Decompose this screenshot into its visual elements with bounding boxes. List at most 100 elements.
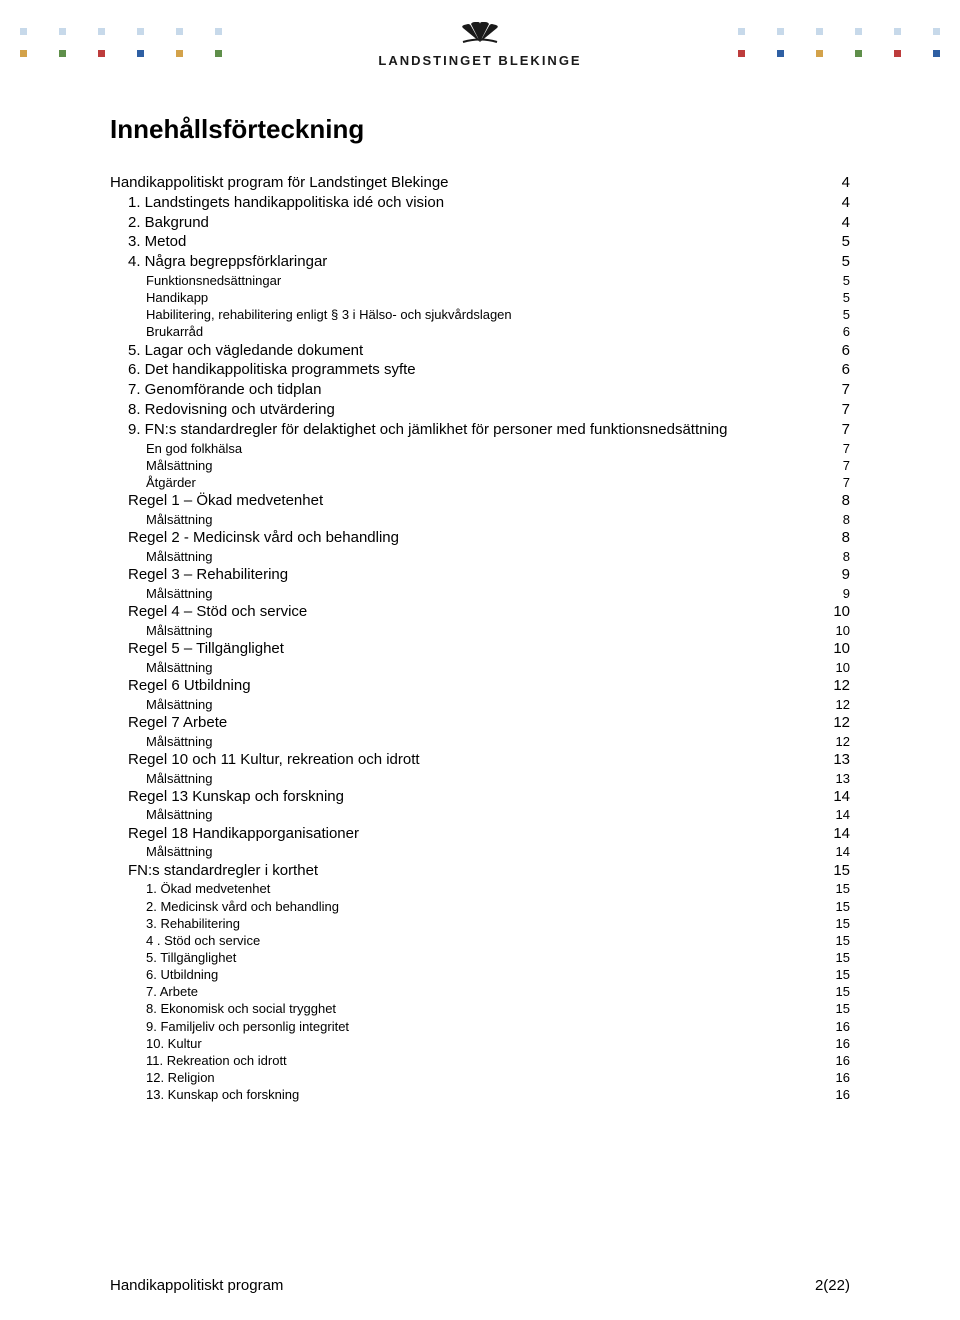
toc-row: Habilitering, rehabilitering enligt § 3 … <box>146 306 850 323</box>
toc-label: Målsättning <box>146 659 212 676</box>
toc-row: 4. Några begreppsförklaringar5 <box>128 252 850 272</box>
toc-label: Målsättning <box>146 843 212 860</box>
toc-label: 12. Religion <box>146 1069 215 1086</box>
toc-label: Regel 13 Kunskap och forskning <box>128 787 344 807</box>
toc-row: Målsättning14 <box>146 843 850 860</box>
toc-label: 7. Genomförande och tidplan <box>128 380 321 400</box>
toc-page: 16 <box>834 1086 850 1103</box>
toc-label: 9. FN:s standardregler för delaktighet o… <box>128 420 728 440</box>
table-of-contents: Handikappolitiskt program för Landstinge… <box>110 173 850 1103</box>
toc-row: Regel 3 – Rehabilitering9 <box>128 565 850 585</box>
toc-row: Åtgärder7 <box>146 474 850 491</box>
decor-dot <box>98 50 105 57</box>
toc-label: Målsättning <box>146 696 212 713</box>
decor-dot <box>215 50 222 57</box>
toc-label: Handikapp <box>146 289 208 306</box>
toc-label: Åtgärder <box>146 474 196 491</box>
toc-row: Regel 1 – Ökad medvetenhet8 <box>128 491 850 511</box>
decor-dot <box>816 28 823 35</box>
toc-label: 3. Rehabilitering <box>146 915 240 932</box>
toc-label: Habilitering, rehabilitering enligt § 3 … <box>146 306 512 323</box>
toc-row: Målsättning12 <box>146 733 850 750</box>
toc-page: 12 <box>831 713 850 733</box>
toc-row: Målsättning14 <box>146 806 850 823</box>
decor-dot <box>738 28 745 35</box>
toc-page: 15 <box>834 1000 850 1017</box>
toc-label: 4 . Stöd och service <box>146 932 260 949</box>
toc-row: En god folkhälsa7 <box>146 440 850 457</box>
toc-label: 8. Redovisning och utvärdering <box>128 400 335 420</box>
toc-row: 3. Rehabilitering15 <box>146 915 850 932</box>
toc-page: 16 <box>834 1052 850 1069</box>
toc-row: Regel 13 Kunskap och forskning14 <box>128 787 850 807</box>
toc-row: 2. Bakgrund4 <box>128 213 850 233</box>
toc-row: 9. Familjeliv och personlig integritet 16 <box>146 1018 850 1035</box>
toc-page: 13 <box>831 750 850 770</box>
toc-row: Regel 4 – Stöd och service 10 <box>128 602 850 622</box>
toc-label: Regel 5 – Tillgänglighet <box>128 639 284 659</box>
toc-label: 8. Ekonomisk och social trygghet <box>146 1000 336 1017</box>
toc-label: Regel 10 och 11 Kultur, rekreation och i… <box>128 750 420 770</box>
toc-label: Målsättning <box>146 511 212 528</box>
header-dots-row-1 <box>0 28 960 35</box>
toc-label: FN:s standardregler i korthet <box>128 861 318 881</box>
toc-page: 4 <box>840 173 850 193</box>
toc-row: Handikapp5 <box>146 289 850 306</box>
toc-row: 7. Arbete15 <box>146 983 850 1000</box>
toc-page: 16 <box>834 1069 850 1086</box>
toc-label: Målsättning <box>146 457 212 474</box>
toc-row: 5. Tillgänglighet15 <box>146 949 850 966</box>
toc-page: 14 <box>831 824 850 844</box>
toc-page: 7 <box>840 420 850 440</box>
toc-row: Målsättning12 <box>146 696 850 713</box>
toc-page: 5 <box>841 306 850 323</box>
toc-label: Handikappolitiskt program för Landstinge… <box>110 173 449 193</box>
toc-page: 8 <box>840 528 850 548</box>
toc-page: 16 <box>834 1018 850 1035</box>
toc-label: 2. Medicinsk vård och behandling <box>146 898 339 915</box>
toc-page: 7 <box>840 400 850 420</box>
toc-label: Regel 2 - Medicinsk vård och behandling <box>128 528 399 548</box>
decor-dot <box>20 28 27 35</box>
toc-page: 10 <box>831 602 850 622</box>
toc-page: 8 <box>841 548 850 565</box>
toc-label: 5. Tillgänglighet <box>146 949 236 966</box>
toc-label: 7. Arbete <box>146 983 198 1000</box>
toc-row: Målsättning7 <box>146 457 850 474</box>
decor-dot <box>777 28 784 35</box>
toc-row: FN:s standardregler i korthet15 <box>128 861 850 881</box>
toc-row: 3. Metod5 <box>128 232 850 252</box>
page-title: Innehållsförteckning <box>110 114 850 145</box>
toc-row: 11. Rekreation och idrott 16 <box>146 1052 850 1069</box>
toc-label: Regel 4 – Stöd och service <box>128 602 307 622</box>
toc-page: 8 <box>841 511 850 528</box>
toc-label: 2. Bakgrund <box>128 213 209 233</box>
toc-page: 15 <box>834 932 850 949</box>
toc-row: Regel 10 och 11 Kultur, rekreation och i… <box>128 750 850 770</box>
toc-row: Målsättning10 <box>146 622 850 639</box>
toc-page: 4 <box>840 193 850 213</box>
toc-row: Handikappolitiskt program för Landstinge… <box>110 173 850 193</box>
toc-row: 5. Lagar och vägledande dokument 6 <box>128 341 850 361</box>
toc-page: 6 <box>840 341 850 361</box>
toc-label: Funktionsnedsättningar <box>146 272 281 289</box>
toc-page: 15 <box>834 880 850 897</box>
decor-dot <box>738 50 745 57</box>
toc-label: 6. Det handikappolitiska programmets syf… <box>128 360 416 380</box>
toc-row: 13. Kunskap och forskning16 <box>146 1086 850 1103</box>
content: Innehållsförteckning Handikappolitiskt p… <box>0 90 960 1103</box>
decor-dot <box>933 50 940 57</box>
toc-row: Målsättning10 <box>146 659 850 676</box>
decor-dot <box>894 50 901 57</box>
toc-page: 12 <box>831 676 850 696</box>
decor-dot <box>894 28 901 35</box>
decor-dot <box>20 50 27 57</box>
toc-label: 9. Familjeliv och personlig integritet <box>146 1018 349 1035</box>
toc-label: Regel 1 – Ökad medvetenhet <box>128 491 323 511</box>
footer-left: Handikappolitiskt program <box>110 1277 283 1294</box>
toc-label: 10. Kultur <box>146 1035 202 1052</box>
toc-label: 11. Rekreation och idrott <box>146 1052 287 1069</box>
toc-label: 5. Lagar och vägledande dokument <box>128 341 363 361</box>
page-header: LANDSTINGET BLEKINGE <box>0 0 960 90</box>
decor-dot <box>59 50 66 57</box>
